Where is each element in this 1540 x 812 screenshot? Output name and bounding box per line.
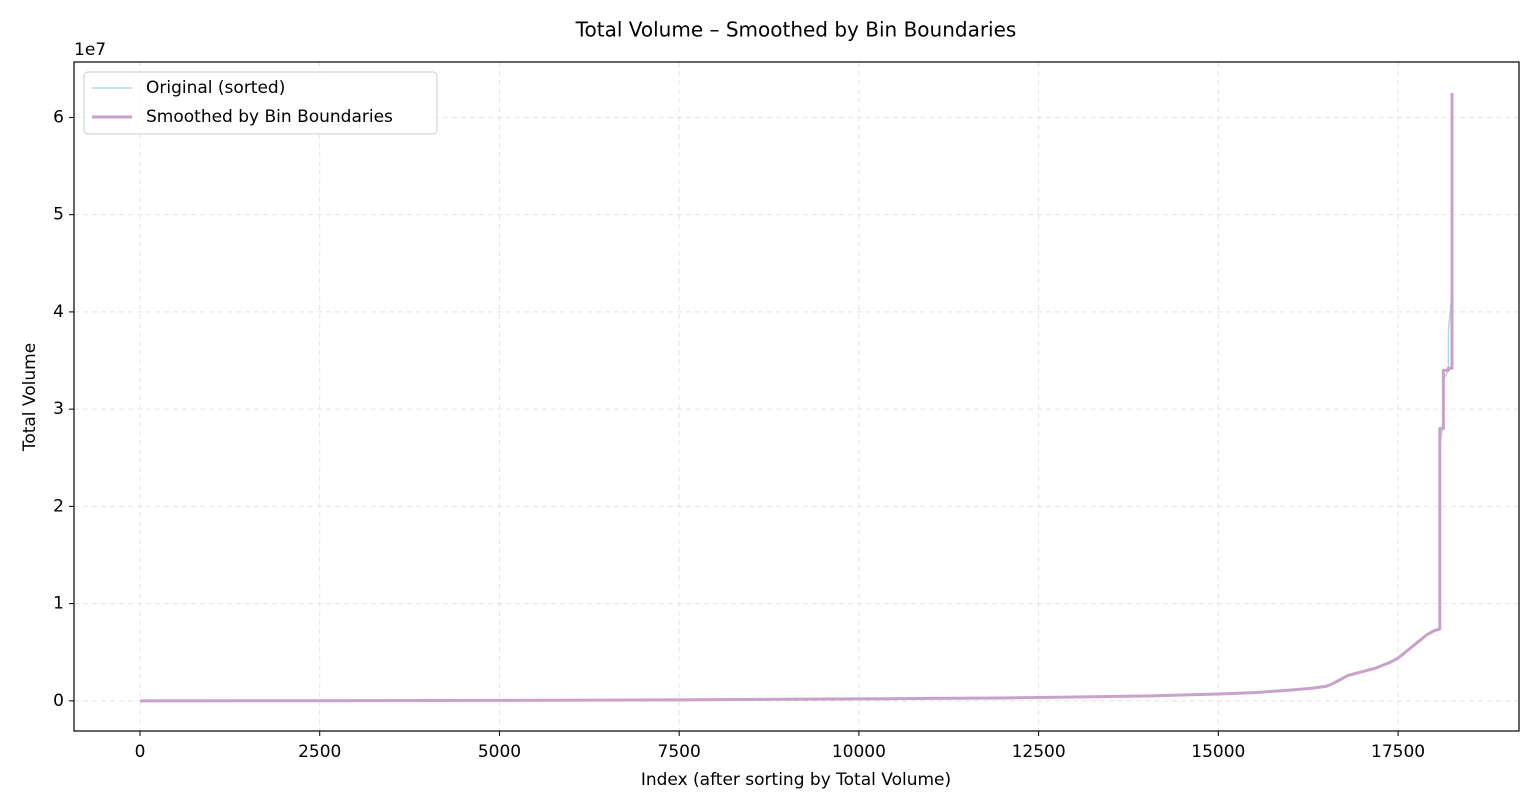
y-offset-label: 1e7 (74, 40, 106, 60)
x-tick-label: 5000 (478, 742, 521, 762)
x-axis-label: Index (after sorting by Total Volume) (641, 770, 951, 790)
y-axis-label: Total Volume (20, 343, 40, 452)
x-tick-label: 10000 (832, 742, 886, 762)
y-tick-label: 3 (53, 399, 64, 419)
y-tick-label: 1 (53, 594, 64, 614)
x-tick-label: 7500 (658, 742, 701, 762)
x-tick-label: 17500 (1371, 742, 1425, 762)
y-tick-label: 4 (53, 302, 64, 322)
x-tick-label: 12500 (1012, 742, 1066, 762)
legend-box (83, 71, 438, 135)
x-tick-label: 15000 (1191, 742, 1245, 762)
chart-title: Total Volume – Smoothed by Bin Boundarie… (575, 18, 1017, 42)
data-line (139, 93, 1454, 703)
x-tick-label: 2500 (298, 742, 341, 762)
legend-label: Smoothed by Bin Boundaries (146, 107, 393, 127)
y-tick-label: 2 (53, 496, 64, 516)
y-tick-label: 0 (53, 691, 64, 711)
x-tick-label: 0 (135, 742, 146, 762)
plot-frame (73, 61, 1520, 732)
y-tick-label: 5 (53, 205, 64, 225)
legend-label: Original (sorted) (146, 78, 285, 98)
y-tick-label: 6 (53, 107, 64, 127)
